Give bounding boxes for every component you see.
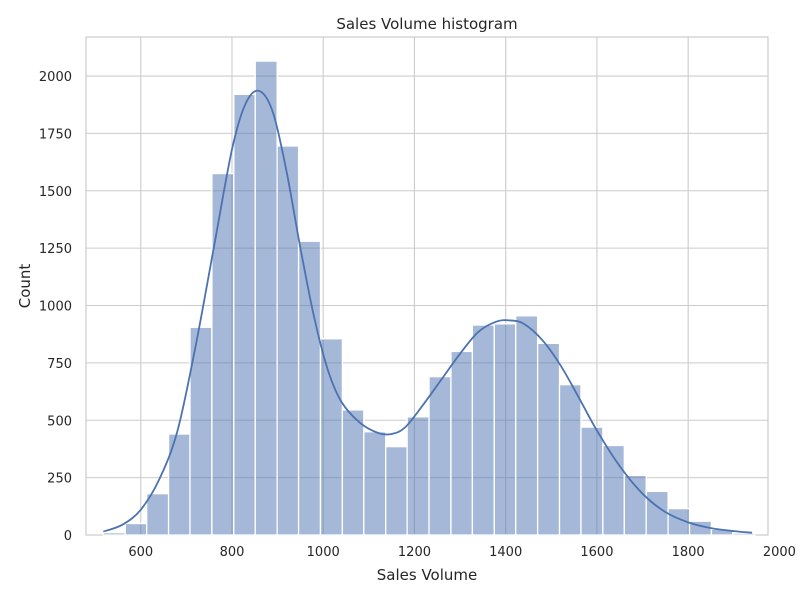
histogram-bar (233, 93, 256, 536)
y-tick-label: 1500 (39, 185, 72, 200)
histogram-bar (623, 474, 647, 536)
histogram-bar (254, 60, 278, 536)
histogram-bar (450, 350, 474, 536)
histogram-bar (146, 493, 170, 536)
x-tick-label: 1400 (489, 545, 522, 560)
x-tick-label: 1800 (672, 545, 705, 560)
y-tick-label: 750 (47, 357, 72, 372)
y-tick-label: 1000 (39, 300, 72, 315)
histogram-bar (319, 338, 344, 536)
y-axis-title: Count (16, 264, 34, 309)
histogram-bars (102, 60, 756, 536)
kde-curve (103, 89, 753, 534)
histogram-bar (211, 172, 235, 536)
histogram-bar (124, 522, 148, 536)
histogram-bar (602, 444, 625, 536)
x-tick-label: 800 (220, 545, 245, 560)
x-tick-label: 600 (128, 545, 153, 560)
histogram-bar (276, 145, 300, 536)
histogram-bar (732, 532, 756, 536)
x-tick-label: 1600 (580, 545, 613, 560)
histogram-bar (102, 532, 126, 536)
histogram-bar (515, 315, 539, 536)
histogram-bar (493, 323, 517, 536)
histogram-bar (385, 445, 408, 536)
histogram-bar (645, 490, 669, 536)
y-tick-label: 0 (64, 529, 72, 544)
y-tick-label: 1750 (39, 127, 72, 142)
histogram-bar (558, 384, 582, 536)
x-tick-label: 1000 (307, 545, 340, 560)
y-axis-ticks: 0 250 500 750 1000 1250 1500 1750 2000 (39, 70, 72, 544)
plot-area (85, 36, 769, 536)
y-tick-label: 1250 (39, 242, 72, 257)
y-tick-label: 500 (47, 414, 72, 429)
x-axis-ticks: 600 800 1000 1200 1400 1600 1800 2000 (128, 545, 796, 560)
histogram-bar (580, 426, 604, 536)
histogram-bar (536, 342, 561, 536)
x-tick-label: 2000 (763, 545, 796, 560)
histogram-bar (363, 431, 387, 536)
x-tick-label: 1200 (398, 545, 431, 560)
histogram-bar (297, 240, 322, 536)
chart-title: Sales Volume histogram (336, 15, 517, 33)
histogram-bar (471, 324, 495, 536)
histogram-bar (341, 409, 365, 536)
y-tick-label: 250 (47, 472, 72, 487)
y-tick-label: 2000 (39, 70, 72, 85)
histogram-bar (406, 416, 430, 536)
histogram-bar (428, 375, 452, 536)
x-axis-title: Sales Volume (377, 566, 477, 584)
